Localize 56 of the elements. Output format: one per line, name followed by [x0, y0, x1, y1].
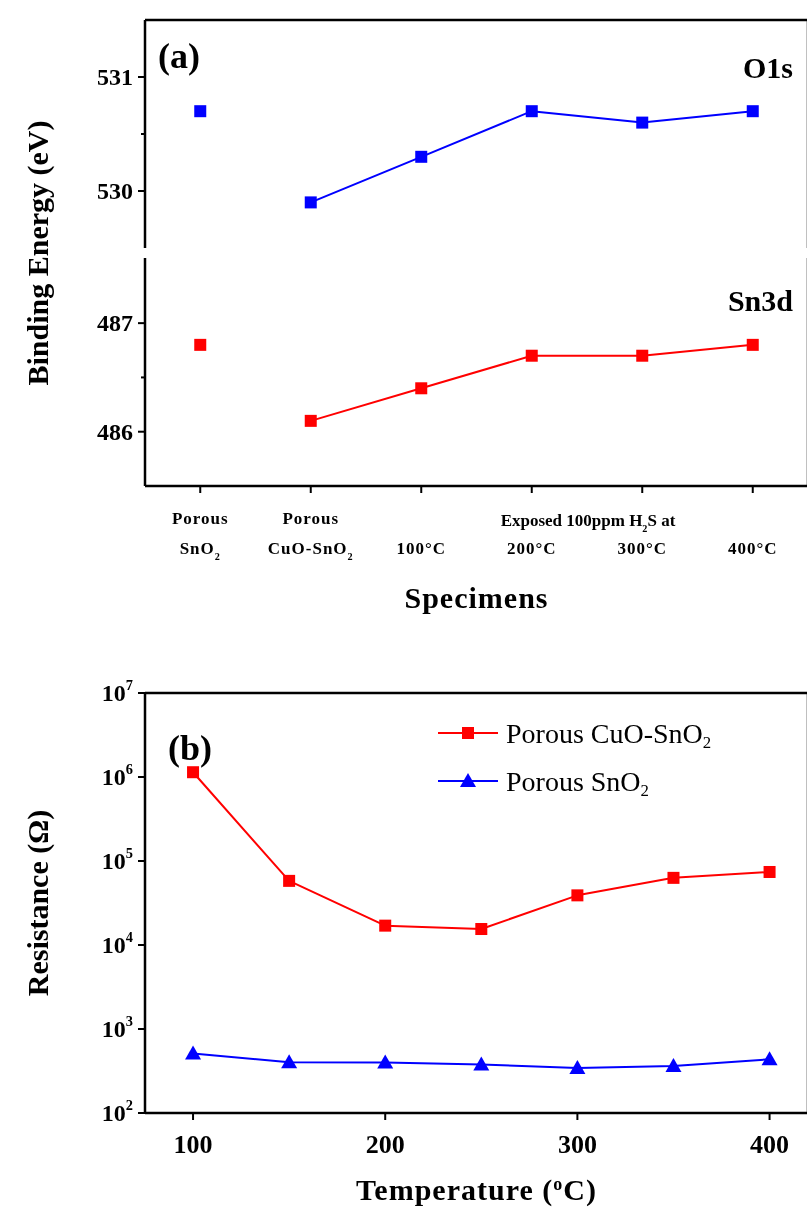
- point: [377, 1054, 394, 1069]
- point: [194, 338, 207, 351]
- point: [525, 349, 538, 362]
- point: [283, 874, 296, 887]
- x-tick-label: 200°C: [506, 539, 557, 558]
- point: [415, 150, 428, 163]
- y-tick-label: 10$^{3}$: [101, 1013, 133, 1042]
- y-axis-title: Binding Energy (eV): [21, 120, 55, 386]
- point: [571, 889, 584, 902]
- point: [281, 1054, 298, 1069]
- point: [636, 349, 649, 362]
- annotation: (a): [158, 36, 200, 76]
- x-tick-label: 400: [750, 1130, 790, 1159]
- x-tick-label: 100: [173, 1130, 213, 1159]
- x-tick-label: 100°C: [396, 539, 447, 558]
- y-tick-label: 530: [97, 178, 133, 204]
- x-axis-title: Specimens: [404, 581, 549, 614]
- point: [525, 105, 538, 118]
- y-tick-label: 531: [97, 64, 133, 90]
- x-tick-label: Porous SnO$_{2}$: [171, 509, 229, 562]
- point: [475, 923, 488, 936]
- annotation: (b): [168, 728, 212, 768]
- point: [746, 338, 759, 351]
- x-tick-label: 200: [365, 1130, 405, 1159]
- point: [194, 105, 207, 118]
- point: [636, 116, 649, 129]
- point: [569, 1059, 586, 1074]
- point: [304, 196, 317, 209]
- annotation: Sn3d: [727, 284, 794, 317]
- point: [415, 382, 428, 395]
- y-tick-label: 487: [97, 310, 133, 337]
- point: [763, 865, 776, 878]
- x-tick-label: 300: [557, 1130, 597, 1159]
- point: [667, 871, 680, 884]
- point: [185, 1045, 202, 1060]
- y-axis-title: Resistance (Ω): [21, 809, 55, 997]
- y-tick-label: 10$^{2}$: [101, 1097, 133, 1126]
- point: [473, 1056, 490, 1071]
- y-tick-label: 10$^{7}$: [101, 677, 133, 706]
- point: [746, 105, 759, 118]
- x-tick-label: 400°C: [727, 539, 778, 558]
- text: Exposed 100ppm H$_{2}$S at: [500, 511, 676, 534]
- point: [304, 414, 317, 427]
- annotation: O1s: [742, 51, 793, 84]
- legend-label: Porous SnO$_{2}$: [506, 765, 649, 800]
- point: [379, 919, 392, 932]
- x-tick-label: Porous CuO-SnO$_{2}$: [267, 509, 354, 562]
- y-tick-label: 486: [97, 418, 133, 445]
- legend-label: Porous CuO-SnO$_{2}$: [506, 717, 712, 752]
- y-tick-label: 10$^{6}$: [101, 761, 133, 790]
- x-axis-title: Temperature ($^{o}$C): [356, 1173, 597, 1207]
- point: [665, 1057, 682, 1072]
- x-tick-label: 300°C: [617, 539, 668, 558]
- y-tick-label: 10$^{4}$: [101, 929, 133, 958]
- y-tick-label: 10$^{5}$: [101, 845, 133, 874]
- point: [761, 1051, 778, 1066]
